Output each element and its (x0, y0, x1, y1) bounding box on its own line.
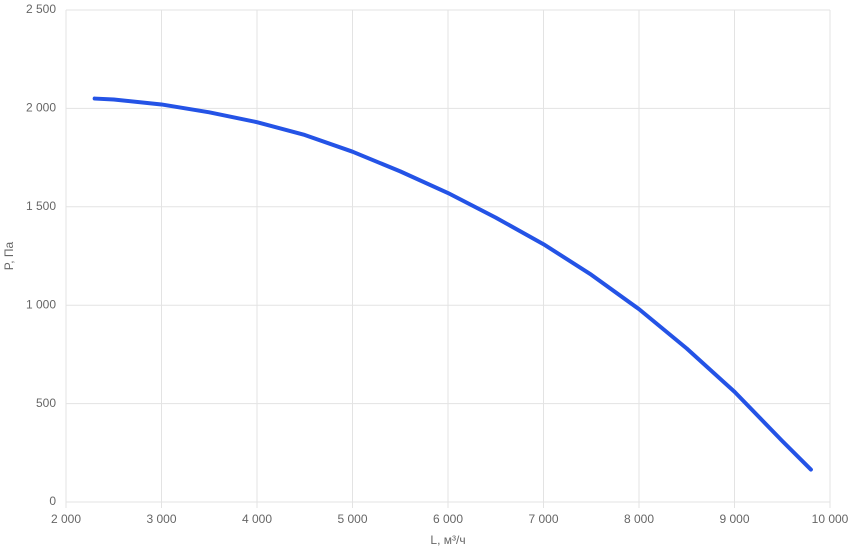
x-tick-label: 5 000 (337, 512, 367, 526)
x-axis-label: L, м³/ч (430, 533, 465, 547)
y-tick-label: 1 500 (26, 199, 56, 213)
x-tick-label: 8 000 (624, 512, 654, 526)
y-tick-label: 1 000 (26, 297, 56, 311)
x-tick-label: 10 000 (812, 512, 849, 526)
y-axis-label: P, Па (2, 241, 16, 270)
x-tick-label: 7 000 (528, 512, 558, 526)
x-tick-label: 3 000 (146, 512, 176, 526)
y-tick-label: 2 500 (26, 2, 56, 16)
x-tick-label: 2 000 (51, 512, 81, 526)
y-tick-label: 2 000 (26, 101, 56, 115)
x-tick-label: 9 000 (719, 512, 749, 526)
y-tick-label: 0 (49, 494, 56, 508)
y-tick-label: 500 (36, 396, 56, 410)
x-tick-label: 4 000 (242, 512, 272, 526)
data-line (92, 96, 813, 472)
x-tick-label: 6 000 (433, 512, 463, 526)
